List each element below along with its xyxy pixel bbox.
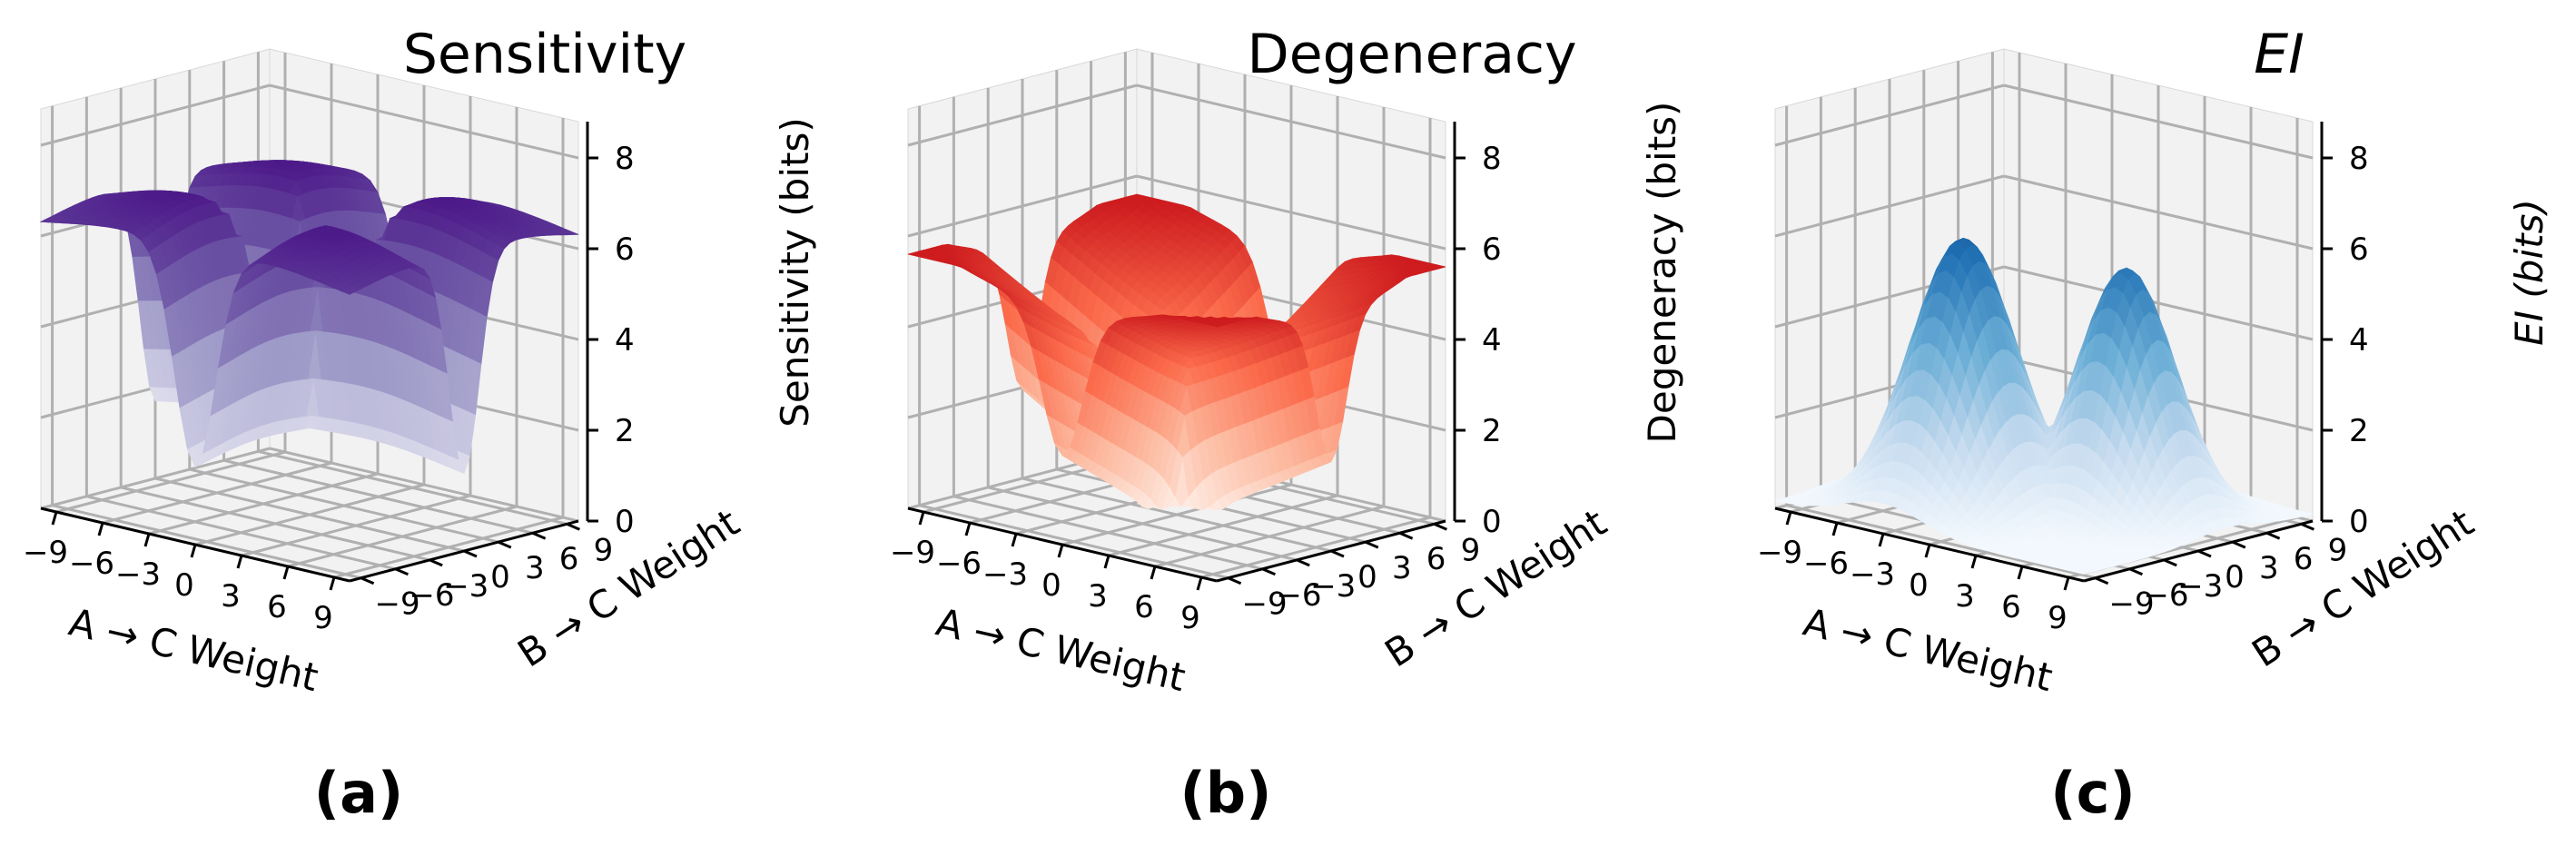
y-tick-label: 3 bbox=[2259, 550, 2279, 586]
x-tick-label: −6 bbox=[936, 546, 982, 582]
z-tick-label: 6 bbox=[615, 231, 635, 268]
z-axis-label: Degeneracy (bits) bbox=[1640, 102, 1684, 444]
x-tick-label: −9 bbox=[23, 535, 68, 571]
x-tick-label: 6 bbox=[1134, 589, 1154, 625]
y-tick-label: 9 bbox=[1461, 532, 1481, 568]
panel-label: (a) bbox=[314, 760, 404, 826]
x-tick-label: −9 bbox=[1757, 535, 1802, 571]
y-tick-label: −3 bbox=[2177, 568, 2223, 605]
z-tick-label: 2 bbox=[2349, 413, 2369, 449]
z-tick-label: 2 bbox=[1482, 413, 1502, 449]
z-tick-label: 8 bbox=[1482, 141, 1502, 177]
x-tick-label: 9 bbox=[1180, 600, 1200, 636]
z-tick-label: 8 bbox=[615, 141, 635, 177]
y-tick-label: 9 bbox=[2328, 532, 2348, 568]
z-tick-label: 6 bbox=[1482, 231, 1502, 268]
z-tick-label: 2 bbox=[615, 413, 635, 449]
x-tick-label: −6 bbox=[1803, 546, 1849, 582]
x-tick-label: 6 bbox=[267, 589, 287, 625]
y-tick-label: 6 bbox=[559, 541, 579, 577]
z-axis-label: EI (bits) bbox=[2507, 199, 2551, 346]
x-tick-label: −3 bbox=[1850, 556, 1895, 593]
z-tick-label: 8 bbox=[2349, 141, 2369, 177]
y-tick-label: −3 bbox=[1310, 568, 1356, 605]
z-tick-label: 4 bbox=[1482, 322, 1502, 359]
y-tick-label: 3 bbox=[1392, 550, 1412, 586]
panel-label: (b) bbox=[1179, 760, 1271, 826]
x-tick-label: 9 bbox=[313, 600, 333, 636]
x-tick-label: 0 bbox=[1909, 567, 1929, 604]
y-tick-label: 9 bbox=[594, 532, 614, 568]
panel-title: EI bbox=[2254, 23, 2305, 86]
y-tick-label: 6 bbox=[1426, 541, 1446, 577]
x-tick-label: 0 bbox=[1041, 567, 1061, 604]
x-tick-label: −3 bbox=[982, 556, 1028, 593]
x-tick-label: −9 bbox=[890, 535, 935, 571]
x-tick-label: 3 bbox=[1955, 578, 1975, 615]
z-tick-label: 0 bbox=[2349, 504, 2369, 540]
z-tick-label: 4 bbox=[615, 322, 635, 359]
x-tick-label: 3 bbox=[221, 578, 241, 615]
y-tick-label: −3 bbox=[443, 568, 489, 605]
panel-title: Degeneracy bbox=[1248, 23, 1577, 86]
y-tick-label: 3 bbox=[525, 550, 545, 586]
x-tick-label: −3 bbox=[115, 556, 161, 593]
x-tick-label: 3 bbox=[1088, 578, 1108, 615]
z-tick-label: 0 bbox=[615, 504, 635, 540]
y-tick-label: 0 bbox=[490, 559, 510, 595]
z-tick-label: 6 bbox=[2349, 231, 2369, 268]
x-tick-label: 9 bbox=[2048, 600, 2068, 636]
panel-title: Sensitivity bbox=[403, 23, 686, 86]
y-tick-label: 6 bbox=[2294, 541, 2314, 577]
z-tick-label: 0 bbox=[1482, 504, 1502, 540]
x-tick-label: 0 bbox=[174, 567, 194, 604]
panel-label: (c) bbox=[2050, 760, 2135, 826]
y-tick-label: 0 bbox=[2225, 559, 2245, 595]
x-tick-label: −6 bbox=[69, 546, 114, 582]
z-axis-label: Sensitivity (bits) bbox=[773, 117, 817, 427]
y-tick-label: 0 bbox=[1357, 559, 1377, 595]
x-tick-label: 6 bbox=[2001, 589, 2021, 625]
z-tick-label: 4 bbox=[2349, 322, 2369, 359]
